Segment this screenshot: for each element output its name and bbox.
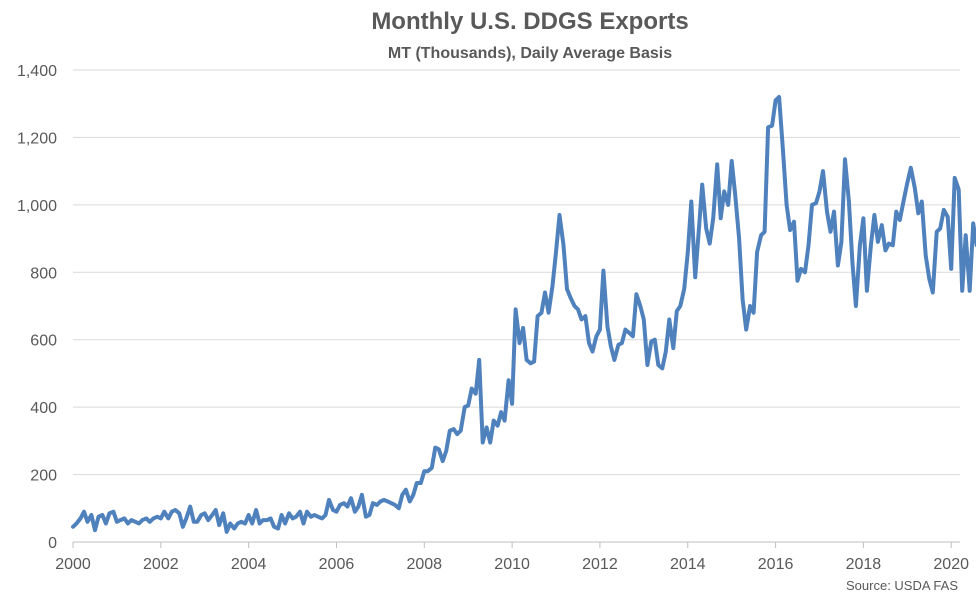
x-tick-label: 2010: [494, 556, 530, 573]
x-tick-label: 2014: [670, 556, 706, 573]
y-tick-label: 400: [30, 400, 57, 417]
y-tick-label: 600: [30, 333, 57, 350]
y-tick-label: 1,400: [17, 63, 57, 80]
x-tick-label: 2018: [846, 556, 882, 573]
x-tick-label: 2002: [143, 556, 179, 573]
x-tick-label: 2016: [758, 556, 794, 573]
x-axis: 2000 2002 2004 2006 2008 2010 2012 2014 2016 2018…: [55, 541, 969, 573]
x-tick-label: 2012: [582, 556, 618, 573]
series-line-0: [71, 95, 976, 534]
x-tick-label: 2020: [933, 556, 969, 573]
y-axis-ticks: 0 200 400 600 800 1,000 1,200 1,400: [17, 63, 57, 552]
x-tick-label: 2004: [231, 556, 267, 573]
y-tick-label: 1,200: [17, 130, 57, 147]
chart-title: Monthly U.S. DDGS Exports: [371, 8, 688, 35]
y-tick-label: 1,000: [17, 198, 57, 215]
source-note: Source: USDA FAS: [846, 578, 958, 593]
x-tick-label: 2000: [55, 556, 91, 573]
y-tick-label: 200: [30, 468, 57, 485]
y-tick-label: 800: [30, 265, 57, 282]
y-tick-label: 0: [48, 535, 57, 552]
chart-subtitle: MT (Thousands), Daily Average Basis: [388, 45, 672, 62]
gridlines: [73, 69, 960, 476]
x-tick-label: 2008: [406, 556, 442, 573]
x-tick-label: 2006: [319, 556, 355, 573]
series-layer: [71, 95, 976, 534]
